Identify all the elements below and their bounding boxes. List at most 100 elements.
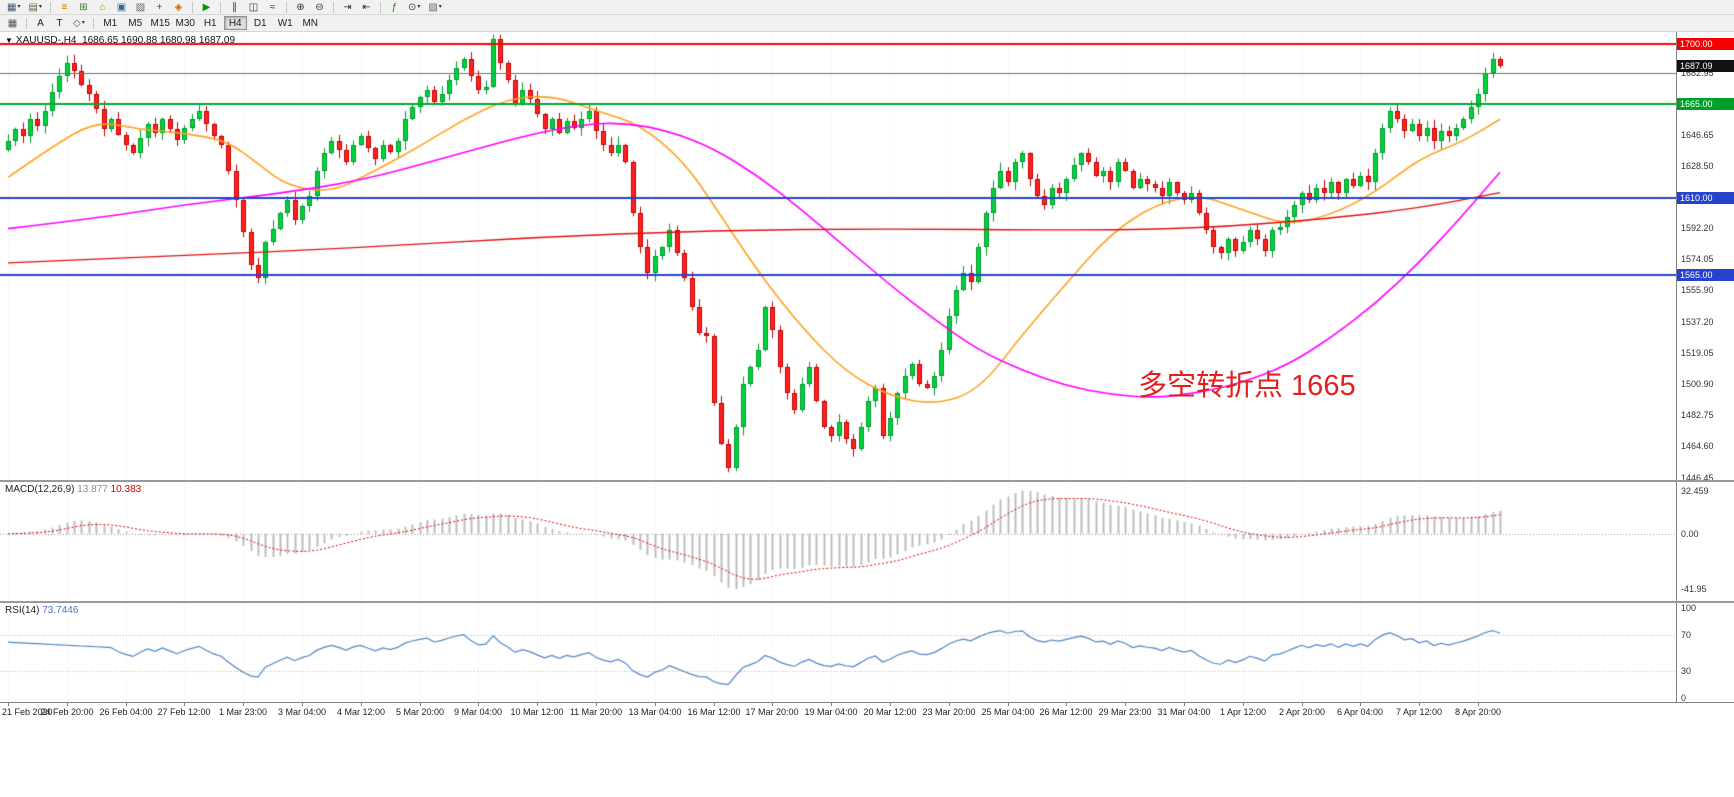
new-order-icon[interactable]: +	[156, 1, 163, 13]
toolbar-separator	[49, 1, 51, 13]
auto-scroll-icon[interactable]: ⇥	[343, 1, 352, 13]
time-tick-mark	[243, 703, 244, 706]
time-axis-label: 24 Feb 20:00	[40, 707, 94, 717]
ohlc-close: 1687.09	[198, 35, 236, 46]
time-axis-label: 8 Apr 20:00	[1454, 707, 1502, 717]
macd-canvas[interactable]	[0, 482, 1676, 601]
time-tick-mark	[420, 703, 421, 706]
time-axis-label: 3 Mar 04:00	[277, 707, 327, 717]
candlestick-chart-icon[interactable]: ◫	[248, 1, 259, 13]
chart-area: ▼ XAUUSD-,H4 1686.65 1690.88 1680.98 1687…	[0, 32, 1676, 480]
time-tick-mark	[1302, 703, 1303, 706]
time-tick-mark	[1066, 703, 1067, 706]
terminal-icon[interactable]: ▣	[116, 1, 127, 13]
market-watch-icon[interactable]: ≡	[61, 1, 68, 13]
timeframe-h4[interactable]: H4	[223, 16, 247, 30]
macd-main-value: 13.877	[77, 484, 108, 495]
new-chart-icon[interactable]: ▦ ▾	[7, 1, 21, 13]
time-tick-mark	[1243, 703, 1244, 706]
panel-separator[interactable]	[0, 601, 1734, 603]
timeframe-mn[interactable]: MN	[302, 17, 318, 29]
rsi-canvas[interactable]	[0, 603, 1676, 702]
chart-dropdown-caret-icon[interactable]: ▼	[5, 36, 13, 45]
price-tick-label: 1628.50	[1681, 161, 1714, 171]
toolbar-row2: ▦ A T ◇ ▾ M1 M5 M15 M30 H1 H4 D1 W1 MN	[0, 15, 1734, 32]
time-tick-mark	[1184, 703, 1185, 706]
price-level-tag: 1565.00	[1677, 269, 1734, 281]
price-tick-label: 1537.20	[1681, 317, 1714, 327]
time-tick-mark	[831, 703, 832, 706]
autotrading-icon[interactable]: ▶	[202, 1, 211, 13]
time-tick-mark	[1419, 703, 1420, 706]
timeframe-m15[interactable]: M15	[150, 17, 170, 29]
text-label-tool-icon[interactable]: T	[56, 17, 63, 29]
bar-chart-icon[interactable]: ∥	[231, 1, 237, 13]
time-tick-mark	[1125, 703, 1126, 706]
ohlc-open: 1686.65	[82, 35, 119, 46]
dropdown-caret-icon: ▾	[438, 3, 442, 10]
navigator-icon[interactable]: ⌂	[99, 1, 106, 13]
panel-separator[interactable]	[0, 480, 1734, 482]
time-axis-label: 21 Feb 2020	[2, 707, 53, 717]
price-tick-label: 1682.95	[1681, 68, 1714, 78]
time-axis-label: 23 Mar 20:00	[922, 707, 976, 717]
time-axis-label: 9 Mar 04:00	[453, 707, 503, 717]
dropdown-caret-icon: ▾	[417, 3, 421, 10]
toolbar-row1: ▦ ▾ ▤ ▾ ≡ ⊞ ⌂ ▣ ▨ + ◈ ▶ ∥ ◫ ≈ ⊕ ⊖ ⇥ ⇤ ƒ ⊙ ▾ ▧ ▾	[0, 0, 1734, 15]
timeframe-m30[interactable]: M30	[175, 17, 195, 29]
draw-tool-icon[interactable]: ◇ ▾	[73, 17, 85, 29]
zoom-out-icon[interactable]: ⊖	[315, 1, 324, 13]
price-chart-canvas[interactable]	[0, 32, 1676, 480]
price-tick-label: 1464.60	[1681, 441, 1714, 451]
time-tick-mark	[1360, 703, 1361, 706]
chart-shift-icon[interactable]: ⇤	[362, 1, 371, 13]
strategy-tester-icon[interactable]: ▨	[135, 1, 146, 13]
time-tick-mark	[537, 703, 538, 706]
metaeditor-icon[interactable]: ◈	[174, 1, 183, 13]
time-tick-mark	[714, 703, 715, 706]
price-tick-label: 1574.05	[1681, 254, 1714, 264]
periods-icon[interactable]: ⊙ ▾	[407, 1, 421, 13]
rsi-tick-label: 0	[1681, 693, 1687, 703]
time-axis-label: 13 Mar 04:00	[628, 707, 682, 717]
price-axis[interactable]: 1682.95 1646.65 1628.50 1592.20 1574.05 1555.…	[1676, 32, 1734, 703]
toolbar-row2-tools: ▦ A T ◇ ▾	[3, 17, 98, 30]
current-price-tag: 1687.09	[1677, 60, 1734, 72]
time-tick-mark	[184, 703, 185, 706]
toolbar-separator	[219, 1, 221, 13]
time-axis-label: 10 Mar 12:00	[510, 707, 564, 717]
profiles-icon[interactable]: ▤ ▾	[28, 1, 42, 13]
chart-annotation-text: 多空转折点 1665	[1138, 370, 1356, 402]
time-axis[interactable]: 21 Feb 2020 24 Feb 20:00 26 Feb 04:00 27 Fe…	[0, 702, 1734, 722]
timeframe-m1[interactable]: M1	[103, 17, 118, 29]
price-tick-label: 1555.90	[1681, 285, 1714, 295]
indicators-icon[interactable]: ƒ	[391, 1, 398, 13]
text-tool-icon[interactable]: A	[37, 17, 44, 29]
data-window-icon[interactable]: ⊞	[79, 1, 88, 13]
zoom-in-icon[interactable]: ⊕	[296, 1, 305, 13]
time-axis-label: 4 Mar 12:00	[336, 707, 386, 717]
macd-label: MACD(12,26,9) 13.877 10.383	[5, 484, 142, 495]
rsi-panel: RSI(14) 73.7446	[0, 603, 1676, 702]
macd-tick-label: -41.95	[1681, 584, 1707, 594]
line-chart-icon[interactable]: ≈	[269, 1, 276, 13]
rsi-label: RSI(14) 73.7446	[5, 605, 79, 616]
time-axis-label: 2 Apr 20:00	[1278, 707, 1326, 717]
rsi-tick-label: 100	[1681, 603, 1697, 613]
chart-grid-icon[interactable]: ▦	[7, 17, 18, 29]
macd-panel: MACD(12,26,9) 13.877 10.383	[0, 482, 1676, 601]
timeframe-m5[interactable]: M5	[128, 17, 143, 29]
timeframe-h1[interactable]: H1	[203, 17, 217, 29]
timeframe-w1[interactable]: W1	[277, 17, 293, 29]
time-tick-mark	[67, 703, 68, 706]
macd-tick-label: 32.459	[1681, 486, 1709, 496]
price-level-tag: 1610.00	[1677, 192, 1734, 204]
rsi-tick-label: 70	[1681, 630, 1692, 640]
time-axis-label: 16 Mar 12:00	[687, 707, 741, 717]
price-tick-label: 1592.20	[1681, 223, 1714, 233]
templates-icon[interactable]: ▧ ▾	[428, 1, 442, 13]
timeframe-d1[interactable]: D1	[253, 17, 267, 29]
time-tick-mark	[596, 703, 597, 706]
time-axis-label: 31 Mar 04:00	[1157, 707, 1211, 717]
time-axis-label: 20 Mar 12:00	[863, 707, 917, 717]
